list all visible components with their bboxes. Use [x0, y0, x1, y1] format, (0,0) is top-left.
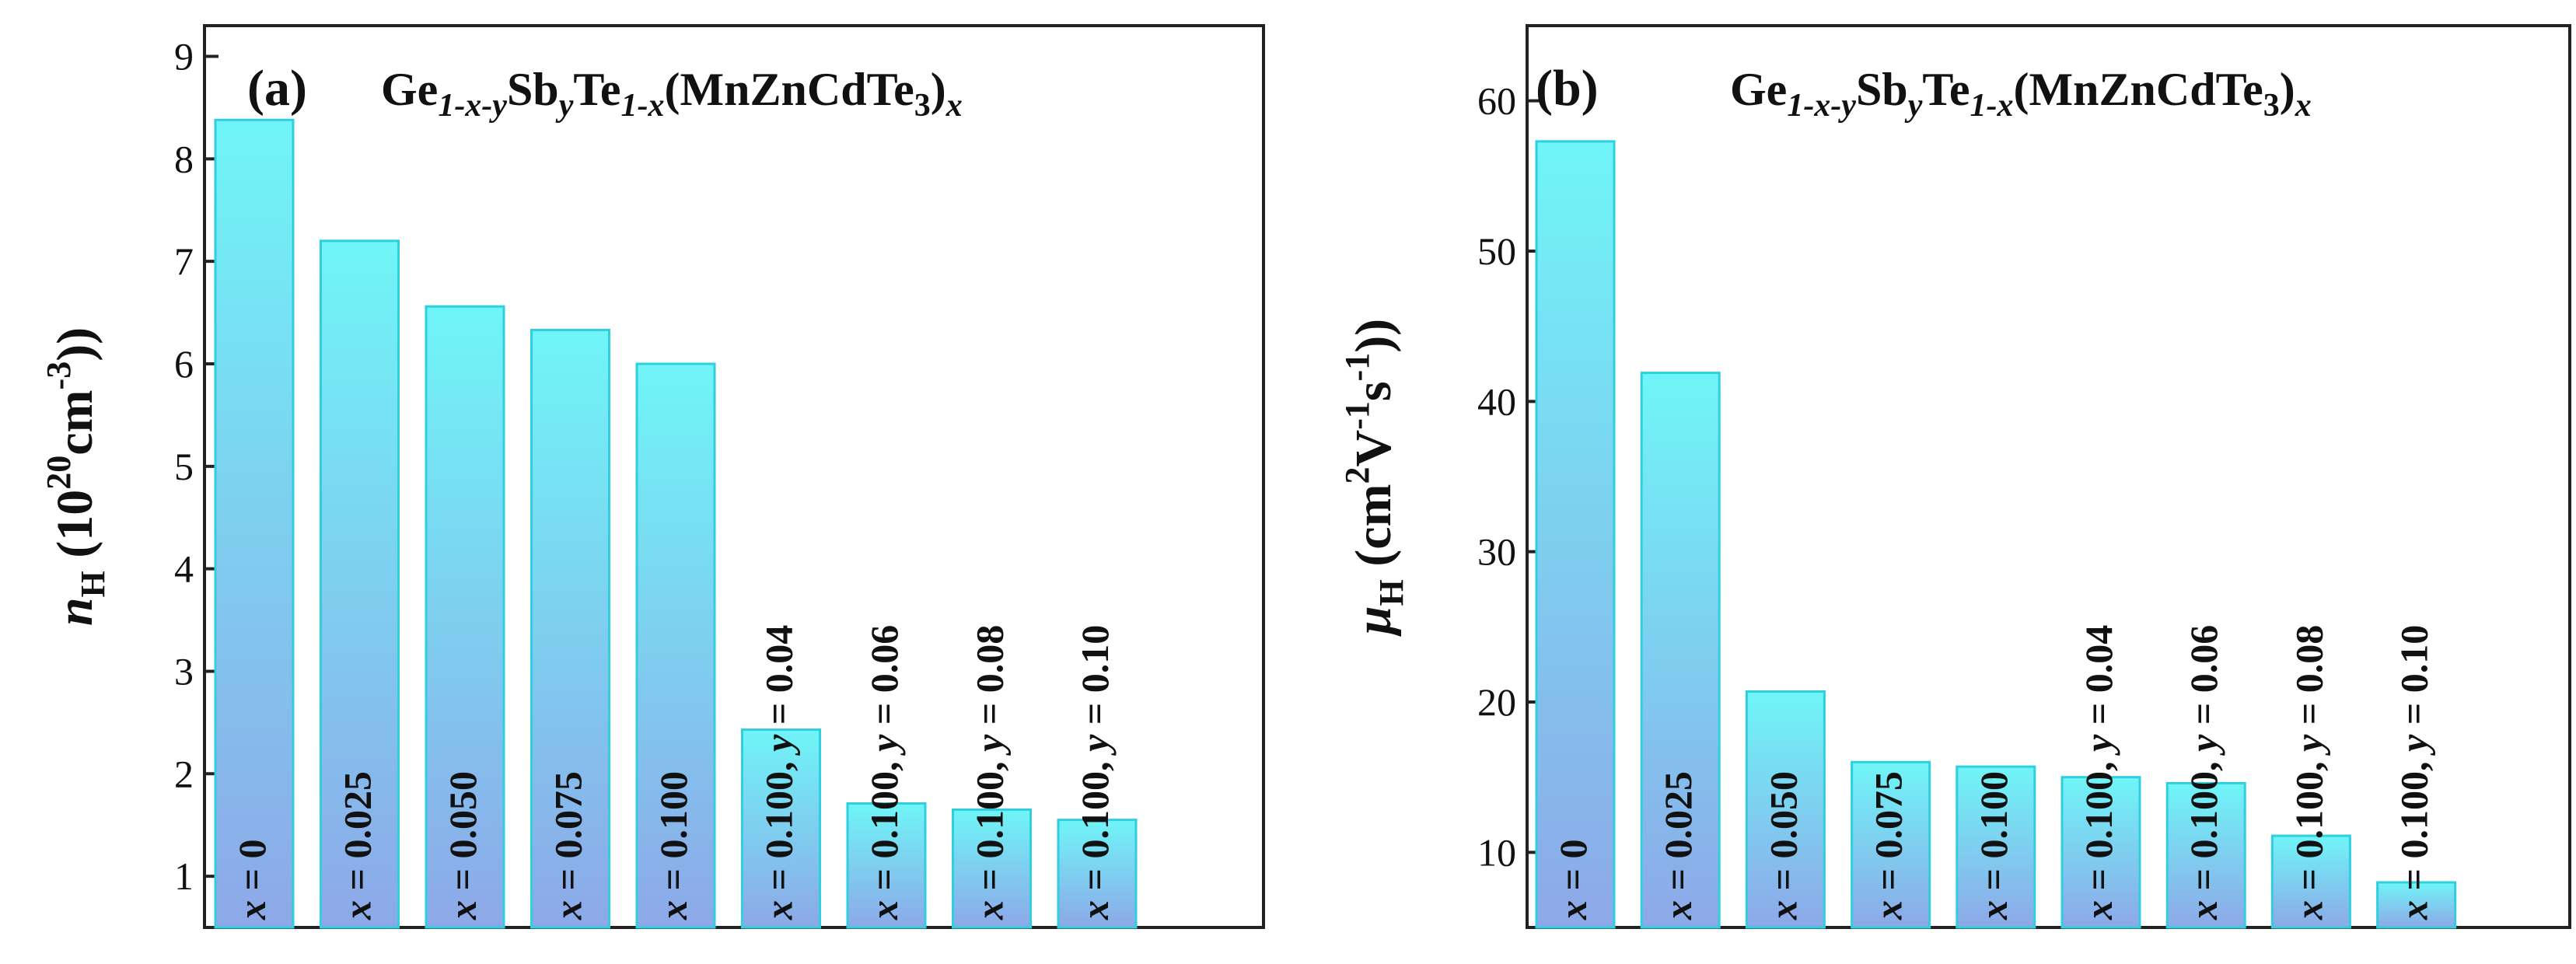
- y-tick-label: 60: [1477, 79, 1516, 123]
- panel-a-chart: 1 2 3 4 5 6 7 8 9 nH (1020cm-3)) (a) Ge1-x-ySbyTe1-…: [40, 24, 1265, 929]
- category-label: x = 0.100, y = 0.10: [2392, 625, 2436, 920]
- y-tick-label: 40: [1477, 379, 1516, 423]
- bar: [1640, 372, 1721, 929]
- category-label: x = 0.075: [1867, 771, 1910, 920]
- bar: [1851, 760, 1931, 929]
- bar: [635, 362, 716, 929]
- bar: [846, 802, 927, 929]
- category-label: x = 0.100, y = 0.08: [968, 625, 1012, 920]
- bar: [320, 239, 400, 929]
- category-label: x = 0.100, y = 0.06: [862, 625, 906, 920]
- bar: [530, 329, 610, 929]
- category-label: x = 0.100, y = 0.06: [2182, 625, 2225, 920]
- bar: [1745, 690, 1826, 929]
- y-tick-label: 7: [174, 239, 194, 283]
- bar: [741, 728, 821, 929]
- category-label: x = 0.100: [1972, 771, 2015, 920]
- y-tick-label: 6: [174, 342, 194, 386]
- y-tick-label: 1: [174, 854, 194, 898]
- bar: [2060, 776, 2141, 929]
- bar: [2376, 881, 2457, 929]
- category-label: x = 0.025: [336, 771, 379, 920]
- category-label: x = 0.100, y = 0.04: [757, 625, 801, 920]
- y-tick-label: 9: [174, 35, 194, 79]
- chart-title: Ge1-x-ySbyTe1-x(MnZnCdTe3)x: [381, 64, 963, 124]
- bar: [952, 808, 1032, 929]
- bar: [2165, 781, 2246, 929]
- y-tick-label: 4: [174, 547, 194, 591]
- category-label: x = 0: [1551, 840, 1595, 921]
- category-label: x = 0.050: [441, 771, 484, 920]
- category-label: x = 0.025: [1656, 771, 1700, 920]
- y-tick-label: 50: [1477, 229, 1516, 273]
- bar: [425, 305, 505, 929]
- chart-title: Ge1-x-ySbyTe1-x(MnZnCdTe3)x: [1730, 64, 2312, 124]
- category-label: x = 0.100, y = 0.08: [2287, 625, 2330, 920]
- category-label: x = 0.100, y = 0.04: [2077, 625, 2120, 920]
- category-label: x = 0.100, y = 0.10: [1073, 625, 1117, 920]
- y-tick-label: 20: [1477, 680, 1516, 724]
- category-label: x = 0.050: [1761, 771, 1805, 920]
- y-tick-label: 30: [1477, 530, 1516, 574]
- y-tick-label: 10: [1477, 830, 1516, 874]
- y-tick-label: 3: [174, 649, 194, 693]
- y-axis-label: nH (1020cm-3)): [40, 327, 112, 626]
- bar: [214, 118, 295, 929]
- panel-label: (b): [1536, 60, 1599, 117]
- panel-label: (a): [247, 60, 307, 117]
- plot-frame: [203, 24, 1265, 929]
- category-label: x = 0: [230, 840, 274, 921]
- bar: [1956, 765, 2036, 929]
- y-tick-label: 5: [174, 445, 194, 488]
- bar: [2270, 834, 2351, 929]
- category-label: x = 0.075: [547, 771, 590, 920]
- plot-frame: [1526, 24, 2571, 929]
- y-tick-label: 2: [174, 752, 194, 795]
- y-tick-label: 8: [174, 137, 194, 180]
- bar: [1057, 819, 1138, 929]
- bar: [1535, 140, 1616, 929]
- panel-b-chart: 10 20 30 40 50 60 μH (cm2V-1s-1)) (b) Ge1-x-ySby…: [1338, 24, 2571, 929]
- category-label: x = 0.100: [652, 771, 695, 920]
- y-axis-label: μH (cm2V-1s-1)): [1338, 319, 1410, 637]
